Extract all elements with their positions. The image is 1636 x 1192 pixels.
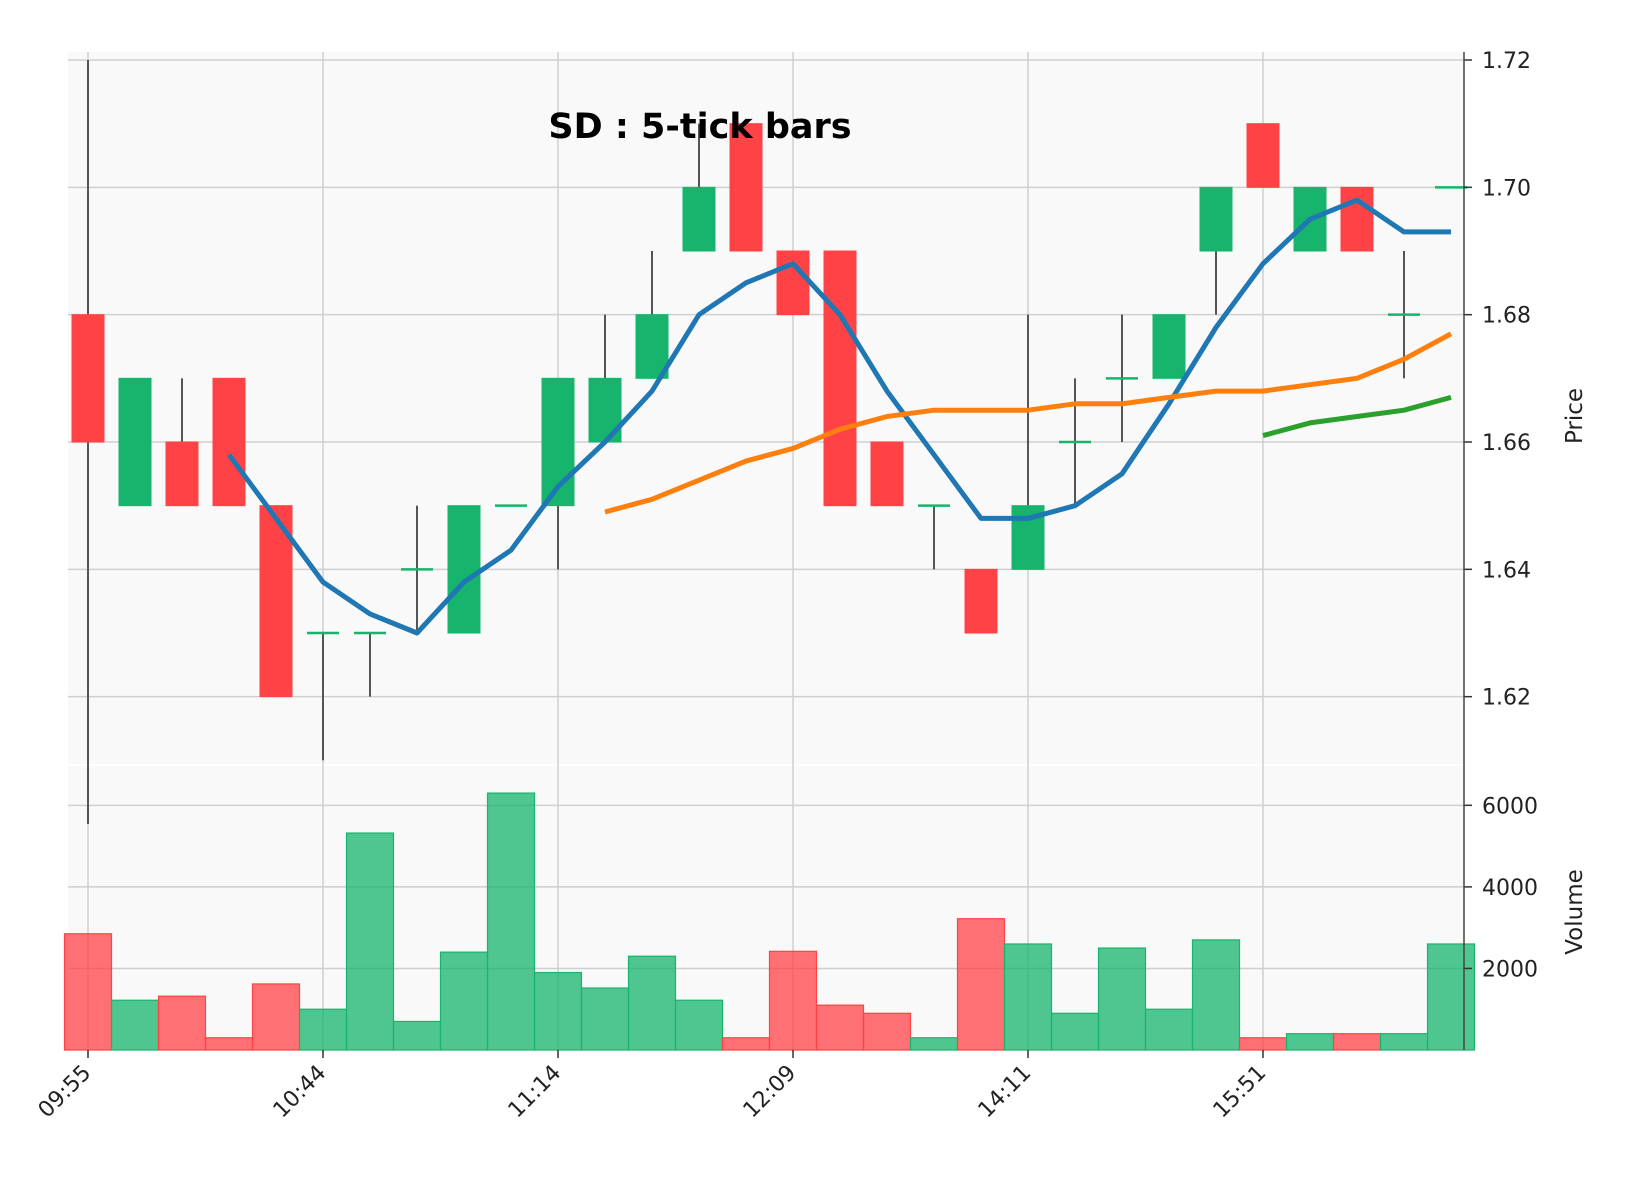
candle-body bbox=[165, 441, 199, 507]
price-tick-label: 1.68 bbox=[1482, 304, 1531, 329]
x-tick-label: 09:55 bbox=[34, 1061, 97, 1124]
candle-body bbox=[212, 377, 246, 507]
volume-bar bbox=[815, 1004, 865, 1051]
candle-body bbox=[635, 314, 669, 379]
candle-body bbox=[729, 123, 763, 252]
volume-bar bbox=[1097, 947, 1147, 1051]
moving-average-line bbox=[226, 197, 1451, 636]
volume-bars bbox=[63, 792, 1476, 1051]
volume-bar bbox=[1003, 943, 1053, 1051]
volume-bar bbox=[862, 1012, 912, 1051]
candle-body bbox=[1199, 186, 1233, 252]
volume-bar bbox=[1426, 943, 1476, 1051]
x-tick-label: 11:14 bbox=[504, 1061, 567, 1124]
candle-body bbox=[682, 186, 716, 252]
candles bbox=[71, 60, 1467, 825]
volume-bar bbox=[439, 951, 489, 1051]
candle-body bbox=[823, 250, 857, 507]
candle-body bbox=[964, 568, 998, 634]
price-tick-label: 1.72 bbox=[1482, 49, 1531, 74]
moving-average-line bbox=[604, 331, 1453, 515]
price-tick-label: 1.70 bbox=[1482, 176, 1531, 201]
volume-bar bbox=[909, 1037, 959, 1051]
volume-bar bbox=[1191, 939, 1241, 1051]
volume-tick-label: 6000 bbox=[1482, 794, 1538, 819]
volume-bar bbox=[533, 971, 583, 1051]
volume-bar bbox=[580, 987, 630, 1051]
chart-title: SD : 5-tick bars bbox=[548, 107, 851, 147]
price-tick-label: 1.64 bbox=[1482, 558, 1531, 583]
volume-bar bbox=[63, 933, 113, 1051]
candle-body bbox=[71, 314, 105, 443]
volume-bar bbox=[298, 1008, 348, 1051]
candle-body bbox=[1246, 123, 1280, 188]
x-tick-label: 14:11 bbox=[974, 1061, 1037, 1124]
candle-body bbox=[1152, 314, 1186, 379]
price-panel-bg bbox=[68, 52, 1464, 764]
candle-body bbox=[870, 441, 904, 507]
volume-tick-label: 2000 bbox=[1482, 957, 1538, 982]
volume-bar bbox=[251, 983, 301, 1051]
volume-bar bbox=[1144, 1008, 1194, 1051]
volume-bar bbox=[627, 955, 677, 1051]
candle-body bbox=[447, 505, 481, 634]
candle-body bbox=[1340, 186, 1374, 252]
price-axis-label: Price bbox=[1562, 388, 1588, 444]
volume-tick-label: 4000 bbox=[1482, 876, 1538, 901]
x-tick-label: 10:44 bbox=[269, 1061, 332, 1124]
price-tick-label: 1.62 bbox=[1482, 686, 1531, 711]
volume-bar bbox=[1050, 1012, 1100, 1051]
volume-bar bbox=[1238, 1037, 1288, 1051]
grid bbox=[68, 52, 1464, 1050]
x-tick-label: 12:09 bbox=[739, 1061, 802, 1124]
volume-bar bbox=[768, 950, 818, 1051]
moving-average-line bbox=[1262, 394, 1452, 439]
candle-body bbox=[118, 377, 152, 507]
volume-bar bbox=[204, 1037, 254, 1051]
moving-average-lines bbox=[226, 197, 1453, 636]
volume-bar bbox=[486, 792, 536, 1051]
volume-bar bbox=[1379, 1033, 1429, 1051]
volume-bar bbox=[345, 832, 395, 1051]
volume-bar bbox=[110, 999, 160, 1051]
price-tick-label: 1.66 bbox=[1482, 431, 1531, 456]
volume-bar bbox=[721, 1037, 771, 1051]
volume-bar bbox=[1332, 1033, 1382, 1051]
volume-bar bbox=[392, 1020, 442, 1051]
candle-body bbox=[776, 250, 810, 316]
volume-bar bbox=[1285, 1033, 1335, 1051]
volume-bar bbox=[956, 918, 1006, 1051]
volume-axis-label: Volume bbox=[1562, 869, 1588, 955]
volume-bar bbox=[157, 995, 207, 1051]
volume-bar bbox=[674, 999, 724, 1051]
candle-body bbox=[259, 505, 293, 698]
x-tick-label: 15:51 bbox=[1209, 1061, 1272, 1124]
